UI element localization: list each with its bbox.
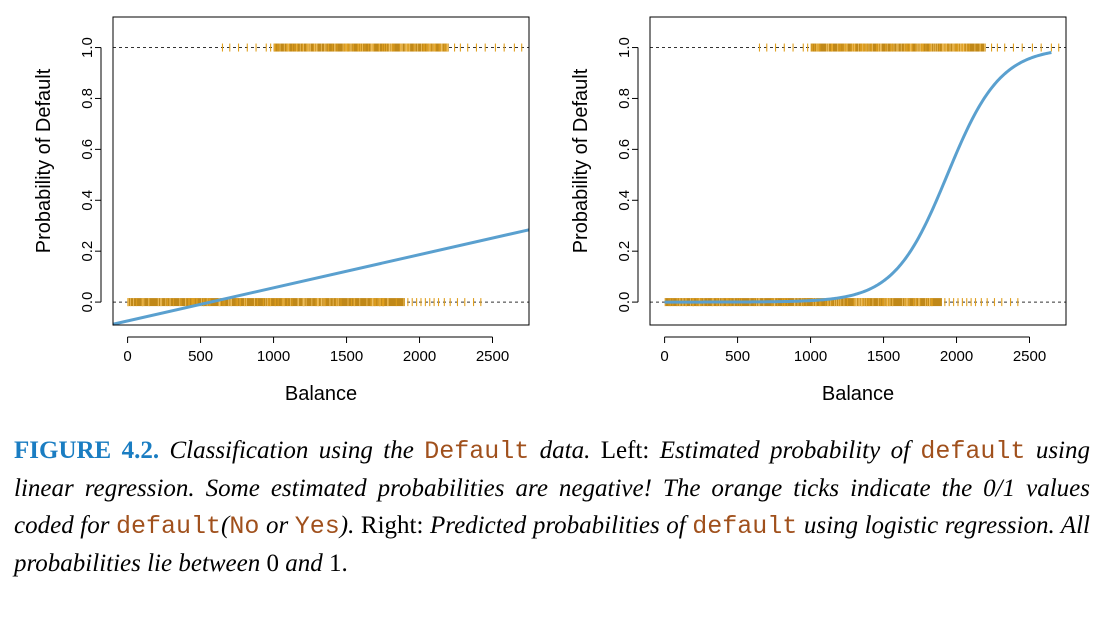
x-tick-label: 2500	[1013, 348, 1046, 365]
y-tick-label: 0.8	[616, 88, 633, 109]
x-tick-label: 500	[725, 348, 750, 365]
figure-caption: FIGURE 4.2. Classification using the Def…	[14, 432, 1090, 582]
x-tick-label: 0	[123, 348, 131, 365]
x-tick-label: 1000	[794, 348, 827, 365]
dense-ticks-band	[127, 298, 405, 307]
y-axis: 0.0 0.2 0.4 0.6 0.8 1.0 Probability of Default	[570, 37, 639, 313]
chart-panel-right: 0 500 1000 1500 2000 2500Balance0.00.20.40.60…	[570, 16, 1067, 405]
caption-part-2: data.	[529, 437, 591, 464]
caption-part-7: default	[116, 512, 222, 541]
figure-number: FIGURE 4.2.	[14, 437, 160, 464]
ticks-at-0	[127, 298, 482, 307]
caption-part-10: or	[259, 512, 295, 539]
x-tick-label: 2000	[940, 348, 973, 365]
y-tick-label: 0.6	[79, 139, 96, 160]
caption-part-4: Estimated probability of	[659, 437, 921, 464]
caption-text: Classification using the Default data. L…	[14, 437, 1090, 577]
x-tick-label: 500	[188, 348, 213, 365]
x-tick-label: 2500	[476, 348, 509, 365]
x-axis: 0 500 1000 1500 2000 2500 Balance	[660, 336, 1046, 405]
dense-ticks-band	[273, 43, 449, 52]
plot-frame	[649, 16, 1067, 326]
caption-part-18: and	[279, 550, 330, 577]
caption-part-17: 0	[266, 550, 280, 577]
caption-part-3: Left:	[590, 437, 660, 464]
y-tick-label: 0.0	[616, 292, 633, 313]
y-axis-label: Probability of Default	[570, 68, 592, 253]
caption-part-16: using logistic regression. All probabili…	[14, 512, 1091, 577]
x-axis-label: Balance	[822, 383, 894, 405]
y-tick-label: 0.4	[79, 190, 96, 211]
y-tick-label: 0.8	[79, 88, 96, 109]
y-tick-label: 0.0	[79, 292, 96, 313]
y-tick-label: 1.0	[79, 37, 96, 58]
caption-part-9: No	[229, 512, 260, 541]
caption-part-6: using linear regression. Some estimated …	[14, 437, 1091, 539]
y-tick-label: 0.2	[616, 241, 633, 262]
y-axis-label: Probability of Default	[33, 68, 55, 253]
caption-part-12: ).	[339, 512, 355, 539]
chart-panel-left: 0 500 1000 1500 2000 2500Balance0.00.20.40.60…	[33, 16, 530, 405]
ticks-at-1	[221, 43, 523, 52]
x-axis-label: Balance	[285, 383, 357, 405]
ticks-at-1	[758, 43, 1060, 52]
figure-charts: 0 500 1000 1500 2000 2500Balance0.00.20.40.60…	[33, 16, 1067, 405]
x-tick-label: 1500	[330, 348, 363, 365]
y-tick-label: 1.0	[616, 37, 633, 58]
plot-frame	[112, 16, 530, 326]
x-tick-label: 0	[660, 348, 668, 365]
caption-part-5: default	[920, 437, 1026, 466]
caption-part-0: Classification using the	[159, 437, 425, 464]
x-tick-label: 1000	[257, 348, 290, 365]
caption-part-13: Right:	[354, 512, 430, 539]
linear-fit-line	[112, 228, 530, 326]
caption-part-1: Default	[424, 437, 530, 466]
y-tick-label: 0.4	[616, 190, 633, 211]
caption-part-11: Yes	[294, 512, 340, 541]
x-tick-label: 2000	[403, 348, 436, 365]
y-axis: 0.0 0.2 0.4 0.6 0.8 1.0 Probability of Default	[33, 37, 102, 313]
logistic-fit-curve	[664, 51, 1052, 304]
caption-part-8: (	[221, 512, 230, 539]
caption-part-14: Predicted probabilities of	[430, 512, 693, 539]
caption-part-19: 1.	[329, 550, 348, 577]
x-tick-label: 1500	[867, 348, 900, 365]
y-tick-label: 0.6	[616, 139, 633, 160]
caption-part-15: default	[692, 512, 798, 541]
x-axis: 0 500 1000 1500 2000 2500 Balance	[123, 336, 509, 405]
y-tick-label: 0.2	[79, 241, 96, 262]
figure: 0 500 1000 1500 2000 2500 Balance 0.0 0.2 0.4 0.6 0…	[33, 16, 1067, 405]
